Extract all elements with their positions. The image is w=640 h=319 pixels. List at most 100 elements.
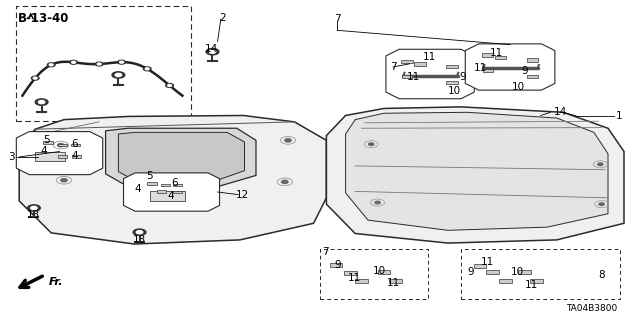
- Circle shape: [70, 60, 77, 64]
- Text: 2: 2: [220, 12, 226, 23]
- Circle shape: [49, 64, 53, 66]
- Circle shape: [31, 206, 37, 210]
- Bar: [355, 279, 368, 283]
- Text: 7: 7: [322, 247, 328, 257]
- Polygon shape: [386, 49, 474, 99]
- Circle shape: [115, 73, 122, 77]
- Bar: [527, 58, 538, 62]
- Circle shape: [72, 61, 76, 63]
- Circle shape: [95, 62, 103, 66]
- Text: 1: 1: [616, 111, 623, 121]
- Bar: [499, 279, 512, 283]
- Bar: [173, 184, 182, 186]
- Text: 11: 11: [348, 273, 361, 283]
- Text: 11: 11: [474, 63, 487, 73]
- Circle shape: [206, 48, 219, 55]
- Text: 11: 11: [525, 279, 538, 290]
- Text: 3: 3: [8, 152, 15, 162]
- Bar: [330, 263, 342, 267]
- Circle shape: [136, 231, 143, 234]
- Circle shape: [285, 139, 291, 142]
- Text: 13: 13: [28, 210, 40, 220]
- Bar: [344, 271, 357, 275]
- Bar: [71, 144, 80, 146]
- Circle shape: [31, 76, 39, 80]
- Text: 14: 14: [554, 107, 568, 117]
- Bar: [58, 155, 67, 158]
- Bar: [35, 152, 65, 161]
- Bar: [486, 270, 499, 274]
- Circle shape: [38, 100, 45, 104]
- Circle shape: [369, 143, 374, 145]
- Polygon shape: [346, 112, 608, 230]
- Text: 6: 6: [72, 138, 78, 149]
- Bar: [173, 191, 182, 193]
- Circle shape: [28, 205, 40, 211]
- Polygon shape: [16, 132, 102, 175]
- Circle shape: [166, 84, 173, 87]
- Circle shape: [168, 85, 172, 86]
- Text: 9: 9: [522, 66, 528, 77]
- Circle shape: [145, 68, 149, 70]
- Text: 7: 7: [334, 14, 340, 24]
- Bar: [161, 184, 170, 186]
- Text: 5: 5: [146, 171, 152, 181]
- Bar: [389, 279, 402, 283]
- Text: 10: 10: [512, 82, 525, 93]
- Text: 7: 7: [390, 62, 396, 72]
- Bar: [414, 62, 426, 65]
- Text: 4: 4: [40, 146, 47, 156]
- Circle shape: [61, 179, 67, 182]
- Bar: [495, 56, 506, 59]
- Text: 4: 4: [134, 184, 141, 194]
- Bar: [402, 75, 412, 78]
- Text: 13: 13: [133, 235, 146, 245]
- Text: 12: 12: [236, 189, 249, 200]
- Text: 4: 4: [72, 151, 78, 161]
- Text: 9: 9: [460, 71, 466, 82]
- Bar: [58, 144, 67, 146]
- Bar: [530, 279, 543, 283]
- Bar: [474, 264, 486, 268]
- Circle shape: [35, 99, 48, 105]
- Circle shape: [143, 67, 151, 71]
- Bar: [147, 182, 157, 185]
- Text: 9: 9: [334, 260, 340, 271]
- Circle shape: [47, 63, 55, 67]
- Bar: [446, 65, 458, 68]
- Bar: [518, 270, 531, 274]
- Text: TA04B3800: TA04B3800: [566, 304, 618, 313]
- Text: 11: 11: [481, 257, 495, 267]
- Polygon shape: [124, 173, 220, 211]
- Polygon shape: [106, 128, 256, 187]
- Bar: [43, 141, 53, 145]
- Text: 14: 14: [205, 44, 218, 55]
- Circle shape: [598, 163, 603, 166]
- Circle shape: [282, 180, 288, 183]
- Circle shape: [58, 144, 64, 147]
- Circle shape: [97, 63, 101, 65]
- Text: 11: 11: [387, 278, 401, 288]
- Circle shape: [209, 50, 216, 53]
- Text: 4: 4: [168, 191, 174, 201]
- Circle shape: [120, 61, 124, 63]
- Text: 6: 6: [172, 178, 178, 189]
- Text: 10: 10: [511, 267, 524, 277]
- Bar: [527, 75, 538, 78]
- Circle shape: [599, 203, 604, 205]
- Bar: [378, 270, 390, 274]
- Polygon shape: [118, 132, 244, 181]
- Bar: [483, 69, 493, 72]
- Text: 10: 10: [448, 86, 461, 96]
- Bar: [401, 60, 413, 63]
- Text: 10: 10: [372, 265, 386, 276]
- Text: 11: 11: [490, 48, 503, 58]
- Text: 5: 5: [44, 135, 50, 145]
- Circle shape: [112, 72, 125, 78]
- Polygon shape: [19, 115, 326, 244]
- Bar: [157, 190, 166, 193]
- Polygon shape: [465, 44, 555, 90]
- Bar: [150, 191, 186, 201]
- Circle shape: [375, 201, 380, 204]
- Bar: [482, 53, 493, 56]
